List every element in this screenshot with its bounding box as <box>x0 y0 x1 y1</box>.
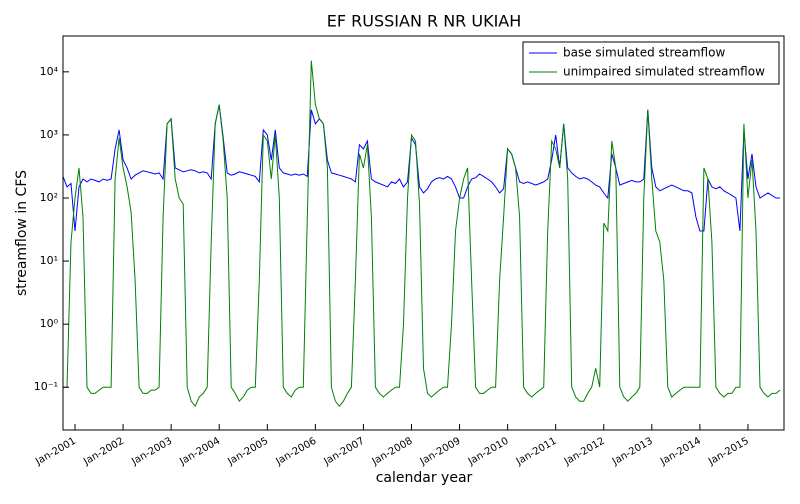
y-tick-label: 10³ <box>40 128 58 141</box>
legend-label: base simulated streamflow <box>563 46 725 60</box>
series-line <box>63 104 780 232</box>
y-tick-label: 10¹ <box>40 254 58 267</box>
y-tick-label: 10⁻¹ <box>34 380 58 393</box>
y-axis-label: streamflow in CFS <box>14 170 30 296</box>
series-line <box>63 60 781 408</box>
y-tick-label: 10² <box>40 191 58 204</box>
plot-frame <box>62 35 785 431</box>
x-axis-label: calendar year <box>376 470 473 486</box>
y-tick-label: 10⁴ <box>40 65 59 78</box>
legend-label: unimpaired simulated streamflow <box>563 65 765 79</box>
chart-title: EF RUSSIAN R NR UKIAH <box>327 12 522 31</box>
legend-box <box>522 41 780 85</box>
y-tick-label: 10⁰ <box>40 317 59 330</box>
